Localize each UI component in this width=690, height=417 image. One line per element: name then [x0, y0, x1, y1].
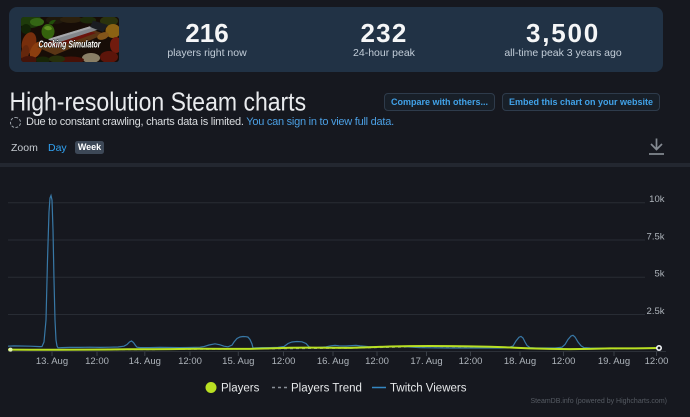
svg-text:18. Aug: 18. Aug — [504, 356, 536, 367]
svg-text:12:00: 12:00 — [365, 356, 389, 367]
svg-text:Players: Players — [221, 383, 260, 395]
svg-text:12:00: 12:00 — [645, 356, 669, 367]
svg-text:13. Aug: 13. Aug — [36, 356, 68, 367]
svg-text:12:00: 12:00 — [85, 356, 109, 367]
svg-text:17. Aug: 17. Aug — [410, 356, 442, 367]
svg-text:19. Aug: 19. Aug — [598, 356, 630, 367]
svg-text:7.5k: 7.5k — [647, 231, 665, 242]
svg-text:12:00: 12:00 — [459, 356, 483, 367]
svg-text:5k: 5k — [654, 269, 664, 280]
svg-text:2.5k: 2.5k — [647, 306, 665, 317]
svg-text:12:00: 12:00 — [178, 356, 202, 367]
svg-text:12:00: 12:00 — [272, 356, 296, 367]
svg-text:15. Aug: 15. Aug — [222, 356, 254, 367]
svg-text:Cooking Simulator: Cooking Simulator — [39, 39, 102, 51]
svg-text:14. Aug: 14. Aug — [129, 356, 161, 367]
svg-text:Players Trend: Players Trend — [291, 383, 362, 395]
svg-text:SteamDB.info (powered by Highc: SteamDB.info (powered by Highcharts.com) — [530, 398, 667, 405]
svg-text:12:00: 12:00 — [552, 356, 576, 367]
svg-text:10k: 10k — [649, 194, 665, 205]
svg-text:16. Aug: 16. Aug — [317, 356, 349, 367]
svg-text:Twitch Viewers: Twitch Viewers — [390, 383, 467, 395]
